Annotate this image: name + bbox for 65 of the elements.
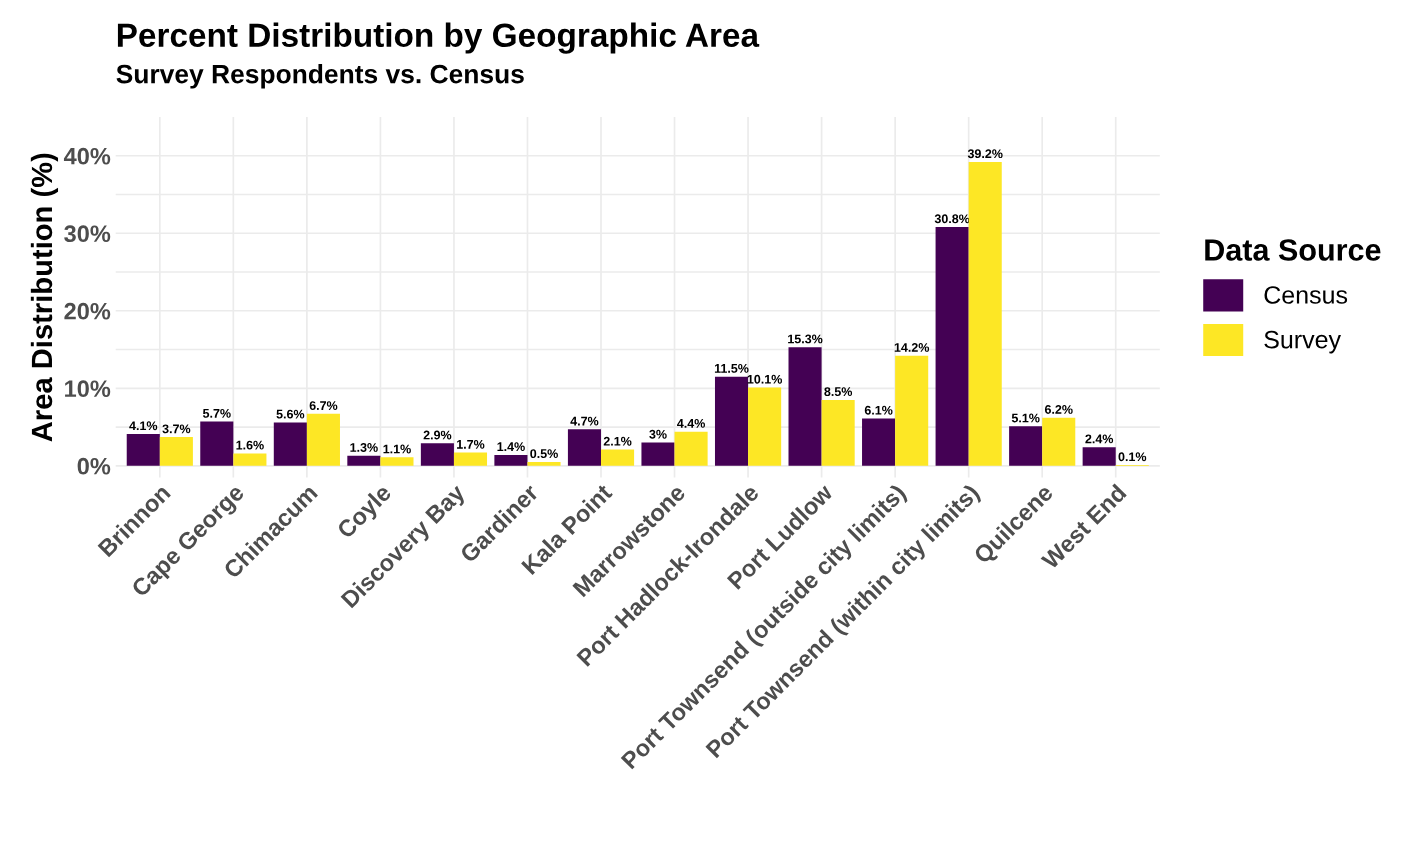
bar [233,453,267,466]
y-axis-title: Area Distribution (%) [30,153,59,442]
data-label: 30.8% [934,214,970,224]
data-label: 1.6% [236,440,264,450]
bar [895,355,929,466]
data-label: 5.7% [202,408,231,418]
data-label: 6.1% [864,405,893,415]
data-label: 1.4% [497,442,525,452]
data-label: 4.1% [129,421,158,431]
data-label: 2.1% [603,436,632,446]
bar [380,457,414,466]
bar [126,434,160,466]
data-label: 4.7% [570,416,599,426]
y-tick-label: 10% [65,380,111,398]
bar [1042,417,1076,466]
bar [420,443,454,466]
data-label: 1.1% [383,444,411,454]
bar [453,452,488,466]
data-label: 5.1% [1011,413,1040,423]
data-label: 15.3% [788,334,823,344]
data-label: 0.1% [1118,452,1147,462]
bar [306,413,340,466]
data-label: 1.3% [350,443,378,452]
bar [159,437,193,466]
data-label: 0.5% [530,449,558,459]
bar [200,421,234,466]
bar [748,387,782,466]
bar [714,376,749,466]
legend-title: Data Source [1205,239,1381,261]
data-label: 3% [649,429,667,439]
legend-label: Survey [1264,330,1341,354]
legend-label: Census [1264,286,1348,304]
bar [273,422,307,466]
data-label: 1.7% [457,439,485,449]
bar [641,442,675,466]
bar [862,418,896,466]
bar [935,227,969,466]
bar [821,399,855,466]
y-tick-label: 20% [64,302,111,320]
bar [1009,426,1043,466]
data-label: 6.2% [1044,405,1073,414]
bar [494,454,528,466]
data-label: 11.5% [714,363,749,373]
bar [347,455,381,466]
bar [601,449,635,466]
data-label: 4.4% [677,419,705,428]
data-label: 2.9% [423,430,452,440]
bar [674,431,708,466]
bar [788,347,822,466]
chart-subtitle: Survey Respondents vs. Census [116,64,524,89]
bar [968,161,1002,466]
data-label: 14.2% [894,343,930,352]
y-tick-label: 0% [77,457,111,475]
bar [567,429,602,466]
data-label: 39.2% [967,149,1003,159]
data-label: 6.7% [309,401,338,411]
y-tick-label: 30% [64,225,111,243]
data-label: 2.4% [1085,434,1114,444]
data-label: 8.5% [824,387,853,397]
data-label: 5.6% [276,409,305,419]
bar [1082,447,1116,466]
y-tick-label: 40% [63,147,111,165]
chart-title: Percent Distribution by Geographic Area [117,22,760,54]
bar [527,461,561,466]
data-label: 3.7% [162,424,191,434]
